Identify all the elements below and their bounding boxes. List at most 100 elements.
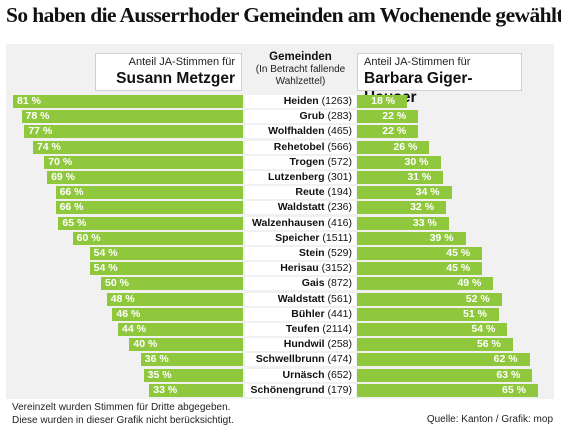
bar-giger-hauser: [357, 140, 430, 154]
municipality-cell: Trogen (572): [245, 155, 356, 169]
ballot-count: (416): [324, 216, 352, 229]
ballot-count: (529): [324, 247, 352, 259]
value-label-metzger: 66 %: [59, 186, 84, 199]
header-left-caption: Anteil JA-Stimmen für: [128, 56, 235, 68]
value-label-giger-hauser: 56 %: [476, 338, 501, 351]
table-row: 69 % Lutzenberg (301) 31 %: [0, 170, 561, 185]
value-label-metzger: 74 %: [36, 140, 61, 153]
bar-giger-hauser: [357, 125, 419, 139]
value-label-giger-hauser: 34 %: [415, 186, 440, 199]
municipality-name: Heiden: [283, 95, 319, 107]
table-row: 46 % Bühler (441) 51 %: [0, 307, 561, 322]
bar-giger-hauser: [357, 110, 419, 124]
municipality-name: Urnäsch: [282, 368, 325, 381]
municipality-cell: Wolfhalden (465): [245, 125, 356, 139]
bar-giger-hauser: [357, 292, 502, 306]
ballot-count: (236): [324, 201, 352, 214]
table-row: 70 % Trogen (572) 30 %: [0, 155, 561, 170]
value-label-metzger: 54 %: [93, 247, 118, 259]
municipality-name: Waldstatt: [277, 201, 325, 214]
ballot-count: (2114): [319, 323, 352, 335]
table-row: 78 % Grub (283) 22 %: [0, 109, 561, 124]
bar-giger-hauser: [357, 171, 444, 184]
bar-giger-hauser: [357, 353, 530, 367]
bar-metzger: [106, 292, 243, 306]
table-row: 54 % Stein (529) 45 %: [0, 246, 561, 261]
ballot-count: (301): [324, 171, 352, 183]
value-label-metzger: 60 %: [76, 231, 101, 244]
value-label-metzger: 66 %: [59, 201, 84, 214]
ballot-count: (194): [324, 186, 352, 199]
ballot-count: (561): [324, 292, 352, 305]
chart-title: So haben die Ausserrhoder Gemeinden am W…: [6, 3, 561, 27]
value-label-giger-hauser: 62 %: [493, 353, 518, 366]
value-label-metzger: 48 %: [110, 292, 135, 305]
ballot-count: (283): [324, 110, 352, 123]
bar-giger-hauser: [357, 338, 513, 352]
ballot-count: (3152): [318, 262, 352, 275]
value-label-metzger: 78 %: [25, 110, 50, 123]
value-label-giger-hauser: 22 %: [382, 125, 407, 138]
bar-metzger: [89, 262, 243, 276]
table-row: 33 % Schönengrund (179) 65 %: [0, 383, 561, 398]
table-row: 65 % Walzenhausen (416) 33 %: [0, 216, 561, 231]
bar-metzger: [21, 110, 243, 124]
value-label-giger-hauser: 18 %: [371, 95, 396, 107]
bar-giger-hauser: [357, 216, 449, 230]
municipality-cell: Urnäsch (652): [245, 368, 356, 382]
municipality-name: Herisau: [280, 262, 319, 275]
table-row: 40 % Hundwil (258) 56 %: [0, 337, 561, 352]
bar-giger-hauser: [357, 323, 508, 336]
municipality-name: Hundwil: [283, 338, 325, 351]
footer-source: Quelle: Kanton / Grafik: mop: [426, 414, 553, 425]
municipality-name: Schönengrund: [250, 383, 325, 396]
bar-metzger: [101, 277, 243, 291]
value-label-metzger: 35 %: [147, 368, 172, 381]
municipality-name: Waldstatt: [277, 292, 325, 305]
municipality-name: Lutzenberg: [267, 171, 325, 183]
bar-metzger: [44, 155, 243, 169]
municipality-cell: Bühler (441): [245, 307, 356, 321]
value-label-giger-hauser: 22 %: [382, 110, 407, 123]
footer-note: Vereinzelt wurden Stimmen für Dritte abg…: [12, 402, 234, 427]
value-label-giger-hauser: 30 %: [404, 155, 429, 168]
bar-giger-hauser: [357, 262, 483, 276]
ballot-count: (566): [324, 140, 352, 153]
ballot-count: (465): [324, 125, 352, 138]
bar-metzger: [58, 216, 243, 230]
municipality-name: Rehetobel: [273, 140, 325, 153]
municipality-name: Wolfhalden: [268, 125, 325, 138]
bar-metzger: [13, 95, 243, 108]
ballot-count: (258): [324, 338, 352, 351]
bar-giger-hauser: [357, 277, 494, 291]
municipality-name: Gais: [301, 277, 325, 290]
ballot-count: (652): [324, 368, 352, 381]
municipality-cell: Hundwil (258): [245, 338, 356, 352]
table-row: 50 % Gais (872) 49 %: [0, 276, 561, 291]
municipality-cell: Herisau (3152): [245, 262, 356, 276]
table-row: 74 % Rehetobel (566) 26 %: [0, 140, 561, 155]
municipality-cell: Walzenhausen (416): [245, 216, 356, 230]
ballot-count: (572): [324, 155, 352, 168]
value-label-metzger: 77 %: [28, 125, 53, 138]
value-label-giger-hauser: 65 %: [502, 383, 526, 396]
municipality-cell: Rehetobel (566): [245, 140, 356, 154]
bar-metzger: [47, 171, 243, 184]
bar-giger-hauser: [357, 383, 538, 397]
value-label-giger-hauser: 54 %: [471, 323, 496, 335]
table-row: 66 % Reute (194) 34 %: [0, 185, 561, 200]
municipality-name: Schwellbrunn: [255, 353, 325, 366]
ballot-count: (1263): [318, 95, 352, 107]
header-mid-title: Gemeinden: [269, 51, 332, 63]
table-row: 81 % Heiden (1263) 18 %: [0, 94, 561, 109]
municipality-cell: Teufen (2114): [245, 323, 356, 336]
value-label-giger-hauser: 63 %: [496, 368, 521, 381]
bar-metzger: [149, 383, 243, 397]
bar-metzger: [129, 338, 243, 352]
ballot-count: (179): [324, 383, 352, 396]
ballot-count: (474): [324, 353, 352, 366]
bar-metzger: [72, 231, 243, 245]
value-label-metzger: 65 %: [62, 216, 87, 229]
municipality-name: Grub: [299, 110, 325, 123]
bar-metzger: [24, 125, 243, 139]
